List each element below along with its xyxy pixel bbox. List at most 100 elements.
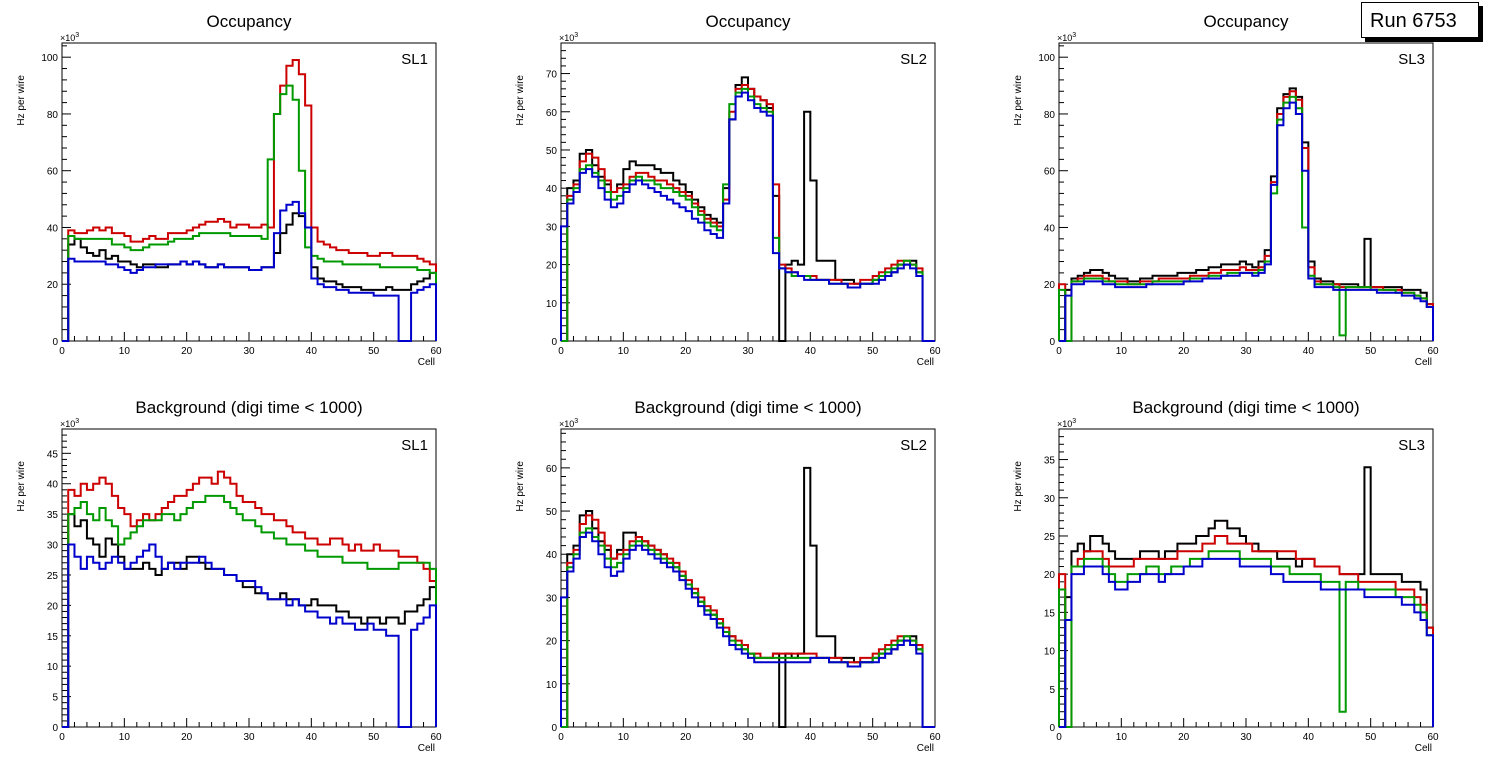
y-tick-label: 50 (546, 507, 558, 518)
panel-occupancy-sl3: 0 10 20 30 40 50 60 0 20 40 60 80 100×103 Occupancy SL… (1013, 12, 1439, 368)
x-tick-label: 40 (306, 346, 318, 357)
x-tick-label: 0 (59, 732, 65, 743)
x-tick-label: 10 (119, 346, 131, 357)
y-tick-label: 0 (551, 723, 557, 734)
y-tick-label: 35 (47, 510, 59, 521)
series-blue (62, 200, 437, 342)
panel-background-sl2: 0 10 20 30 40 50 60 0 10 20 30 40 50 60 ×103 Background… (515, 398, 941, 754)
chart-title: Background (digi time < 1000) (135, 398, 362, 417)
y-tick-label: 0 (1049, 723, 1055, 734)
y-axis-label: Hz per wire (515, 75, 526, 126)
y-axis-label: Hz per wire (1013, 461, 1024, 512)
x-axis-label: Cell (1415, 357, 1432, 368)
y-axis-label: Hz per wire (515, 461, 526, 512)
series-black (62, 513, 437, 728)
y-tick-label: 50 (546, 146, 558, 157)
x-tick-label: 0 (558, 732, 564, 743)
y-axis-multiplier: ×103 (1057, 32, 1076, 43)
x-tick-label: 30 (742, 346, 754, 357)
panel-label: SL3 (1398, 51, 1425, 68)
panel-occupancy-sl2: 0 10 20 30 40 50 60 0 10 20 30 40 50 60 70 ×103 Occupanc… (515, 12, 941, 368)
y-axis-exponent: 3 (1072, 32, 1076, 39)
y-tick-label: 45 (47, 449, 59, 460)
y-tick-label: 20 (47, 601, 59, 612)
x-tick-label: 40 (805, 732, 817, 743)
series-red (1058, 90, 1434, 342)
x-tick-label: 0 (1056, 346, 1062, 357)
series-green (561, 87, 935, 342)
x-tick-label: 0 (1056, 732, 1062, 743)
x-tick-label: 10 (1116, 346, 1128, 357)
series-black (561, 466, 935, 728)
x-tick-label: 50 (368, 346, 380, 357)
series-green (1058, 95, 1434, 342)
y-axis-multiplier: ×103 (1057, 418, 1076, 429)
y-tick-label: 80 (1044, 110, 1056, 121)
y-axis-multiplier: ×103 (60, 32, 79, 43)
x-tick-label: 40 (306, 732, 318, 743)
y-tick-label: 15 (1044, 608, 1056, 619)
panel-label: SL2 (900, 437, 927, 454)
y-axis-label: Hz per wire (16, 461, 27, 512)
x-tick-label: 60 (430, 732, 442, 743)
series-blue (560, 91, 935, 342)
series-blue (62, 543, 437, 728)
panel-background-sl1: 0 10 20 30 40 50 60 0 5 10 15 20 25 30 35 40 45 ×103 Backg… (16, 398, 442, 754)
y-tick-label: 20 (47, 280, 59, 291)
x-tick-label: 10 (1116, 732, 1128, 743)
y-tick-label: 70 (546, 70, 558, 81)
y-tick-label: 5 (52, 693, 58, 704)
x-tick-label: 0 (558, 346, 564, 357)
x-tick-label: 20 (181, 346, 193, 357)
x-tick-label: 60 (1427, 346, 1439, 357)
y-tick-label: 30 (546, 222, 558, 233)
x-tick-label: 30 (1240, 346, 1252, 357)
y-tick-label: 0 (551, 337, 557, 348)
run-label: Run 6753 (1361, 2, 1479, 38)
y-tick-label: 5 (1049, 685, 1055, 696)
y-tick-label: 30 (47, 541, 59, 552)
y-tick-label: 60 (546, 464, 558, 475)
y-tick-label: 60 (1044, 167, 1056, 178)
panel-background-sl3: 0 10 20 30 40 50 60 0 5 10 15 20 25 30 35 ×103 Backgroun… (1013, 398, 1439, 754)
y-axis-exponent: 3 (75, 32, 79, 39)
series-black (1059, 466, 1434, 728)
plot-frame (61, 428, 437, 728)
y-tick-label: 20 (1044, 280, 1056, 291)
x-tick-label: 50 (1365, 346, 1377, 357)
series-green (1058, 550, 1434, 728)
x-tick-label: 50 (867, 346, 879, 357)
x-tick-label: 20 (181, 732, 193, 743)
y-tick-label: 35 (1044, 456, 1056, 467)
y-tick-label: 60 (546, 108, 558, 119)
plot-frame (560, 428, 936, 728)
series-blue (560, 531, 935, 728)
x-tick-label: 50 (867, 732, 879, 743)
x-tick-label: 50 (1365, 732, 1377, 743)
x-tick-label: 40 (1303, 732, 1315, 743)
y-axis-label: Hz per wire (1013, 75, 1024, 126)
y-tick-label: 10 (546, 680, 558, 691)
x-tick-label: 40 (1303, 346, 1315, 357)
x-tick-label: 20 (1178, 732, 1190, 743)
x-axis-label: Cell (418, 357, 435, 368)
x-tick-label: 20 (1178, 346, 1190, 357)
y-tick-label: 0 (52, 723, 58, 734)
x-axis-label: Cell (917, 357, 934, 368)
x-axis-label: Cell (917, 743, 934, 754)
panel-label: SL1 (401, 437, 428, 454)
y-tick-label: 25 (47, 571, 59, 582)
y-axis-multiplier: ×103 (559, 32, 578, 43)
y-tick-label: 20 (546, 261, 558, 272)
x-tick-label: 10 (618, 732, 630, 743)
y-tick-label: 40 (546, 184, 558, 195)
y-tick-label: 20 (546, 637, 558, 648)
y-tick-label: 100 (1038, 53, 1055, 64)
chart-title: Background (digi time < 1000) (634, 398, 861, 417)
x-axis-label: Cell (418, 743, 435, 754)
panel-label: SL3 (1398, 437, 1425, 454)
series-red (62, 470, 437, 728)
x-tick-label: 20 (680, 346, 692, 357)
y-tick-label: 60 (47, 167, 59, 178)
